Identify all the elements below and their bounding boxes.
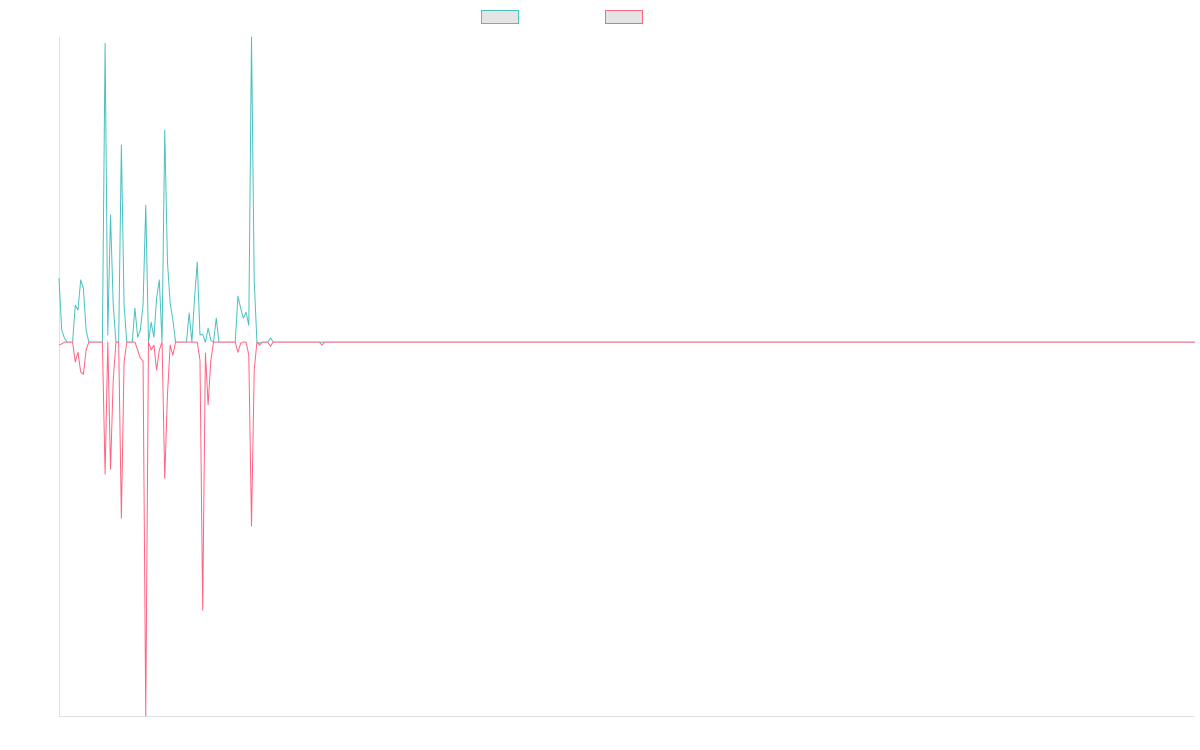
legend-item-series-2[interactable] (605, 10, 643, 24)
series-line-2 (58, 341, 1195, 717)
series-line-1 (58, 36, 1195, 344)
legend-item-series-1[interactable] (481, 10, 519, 24)
